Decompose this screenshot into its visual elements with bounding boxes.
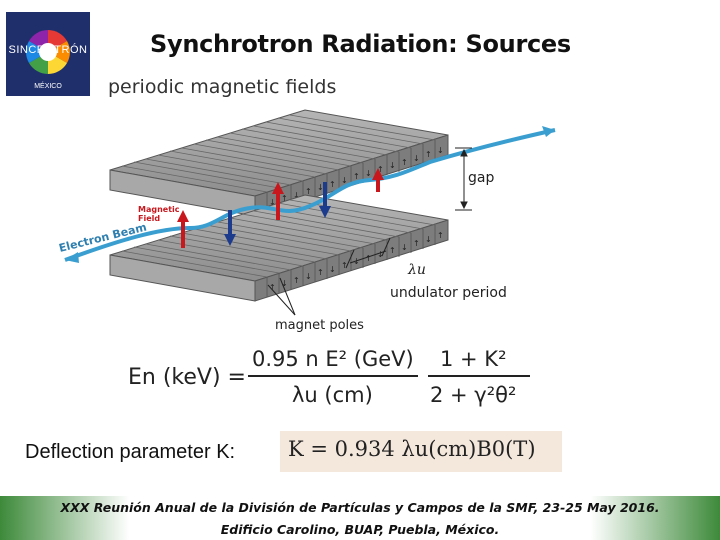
formula-lhs: En (keV) =: [128, 365, 246, 390]
magnet-poles-label: magnet poles: [275, 318, 364, 333]
svg-text:↑: ↑: [305, 187, 312, 196]
svg-text:↑: ↑: [341, 261, 348, 270]
logo-name: SINCROTRÓN: [8, 44, 88, 56]
magnet-poles-pointers: [267, 277, 296, 316]
undulator-period-label: undulator period: [390, 285, 507, 301]
color-wheel-icon: [26, 30, 70, 74]
slide-subtitle: periodic magnetic fields: [108, 76, 337, 98]
undulator-diagram: ↓ ↑ ↓ ↑ ↓ ↑ ↓ ↑ ↓ ↑ ↓ ↑ ↓ ↑ ↓: [58, 109, 556, 333]
svg-text:↑: ↑: [437, 231, 444, 240]
svg-text:↓: ↓: [269, 198, 276, 207]
svg-text:↑: ↑: [425, 150, 432, 159]
electron-beam-path: [64, 128, 556, 262]
svg-text:↑: ↑: [329, 180, 336, 189]
svg-text:↓: ↓: [437, 146, 444, 155]
gap-dimension: [455, 147, 472, 211]
svg-text:↓: ↓: [329, 265, 336, 274]
footer-line-1: XXX Reunión Anual de la División de Part…: [60, 500, 660, 515]
svg-text:↑: ↑: [377, 165, 384, 174]
magnetic-field-label-2: Field: [138, 214, 160, 223]
svg-text:↑: ↑: [389, 246, 396, 255]
formula-denominator: λu (cm): [292, 383, 373, 407]
slide-title: Synchrotron Radiation: Sources: [150, 30, 571, 58]
deflection-formula: K = 0.934 λu(cm)B0(T): [288, 437, 536, 461]
svg-text:↓: ↓: [401, 243, 408, 252]
footer-line-2: Edificio Carolino, BUAP, Puebla, México.: [220, 522, 500, 537]
deflection-label: Deflection parameter K:: [25, 441, 236, 463]
svg-text:↑: ↑: [269, 283, 276, 292]
footer-background: [0, 496, 720, 540]
svg-text:↑: ↑: [281, 194, 288, 203]
logo-country: MÉXICO: [34, 83, 62, 90]
svg-text:↓: ↓: [413, 154, 420, 163]
svg-text:↓: ↓: [389, 161, 396, 170]
gap-label: gap: [468, 170, 494, 186]
lambda-label: λu: [407, 262, 426, 278]
svg-text:↑: ↑: [401, 158, 408, 167]
magnetic-field-label-1: Magnetic: [138, 205, 180, 214]
beam-entry-arrow-icon: [65, 252, 79, 263]
svg-text:↓: ↓: [305, 272, 312, 281]
svg-text:↓: ↓: [377, 250, 384, 259]
energy-formula: En (keV) = 0.95 n E² (GeV) λu (cm) 1 + K…: [128, 347, 530, 407]
footer: XXX Reunión Anual de la División de Part…: [0, 496, 720, 540]
svg-text:↓: ↓: [317, 183, 324, 192]
svg-text:↓: ↓: [293, 191, 300, 200]
svg-text:↓: ↓: [281, 279, 288, 288]
svg-text:↑: ↑: [413, 239, 420, 248]
svg-text:↑: ↑: [353, 172, 360, 181]
svg-text:↓: ↓: [341, 176, 348, 185]
formula-fraction2-numerator: 1 + K²: [440, 347, 507, 371]
svg-text:↑: ↑: [317, 268, 324, 277]
formula-fraction2-denominator: 2 + γ²θ²: [430, 383, 516, 407]
magnetic-field-arrows: [177, 168, 384, 248]
sincrotron-logo: SINCROTRÓN MÉXICO: [6, 12, 90, 96]
svg-text:↓: ↓: [365, 169, 372, 178]
svg-text:↑: ↑: [365, 254, 372, 263]
lower-magnet-array: ↑ ↓ ↑ ↓ ↑ ↓ ↑ ↓ ↑ ↓ ↑ ↓ ↑ ↓ ↑: [109, 194, 449, 302]
deflection-formula-box: K = 0.934 λu(cm)B0(T): [280, 431, 562, 472]
beam-exit-arrow-icon: [542, 126, 555, 137]
period-dimension: [345, 237, 391, 269]
svg-text:↓: ↓: [353, 257, 360, 266]
formula-numerator: 0.95 n E² (GeV): [252, 347, 414, 371]
svg-text:↓: ↓: [425, 235, 432, 244]
svg-text:↑: ↑: [293, 276, 300, 285]
